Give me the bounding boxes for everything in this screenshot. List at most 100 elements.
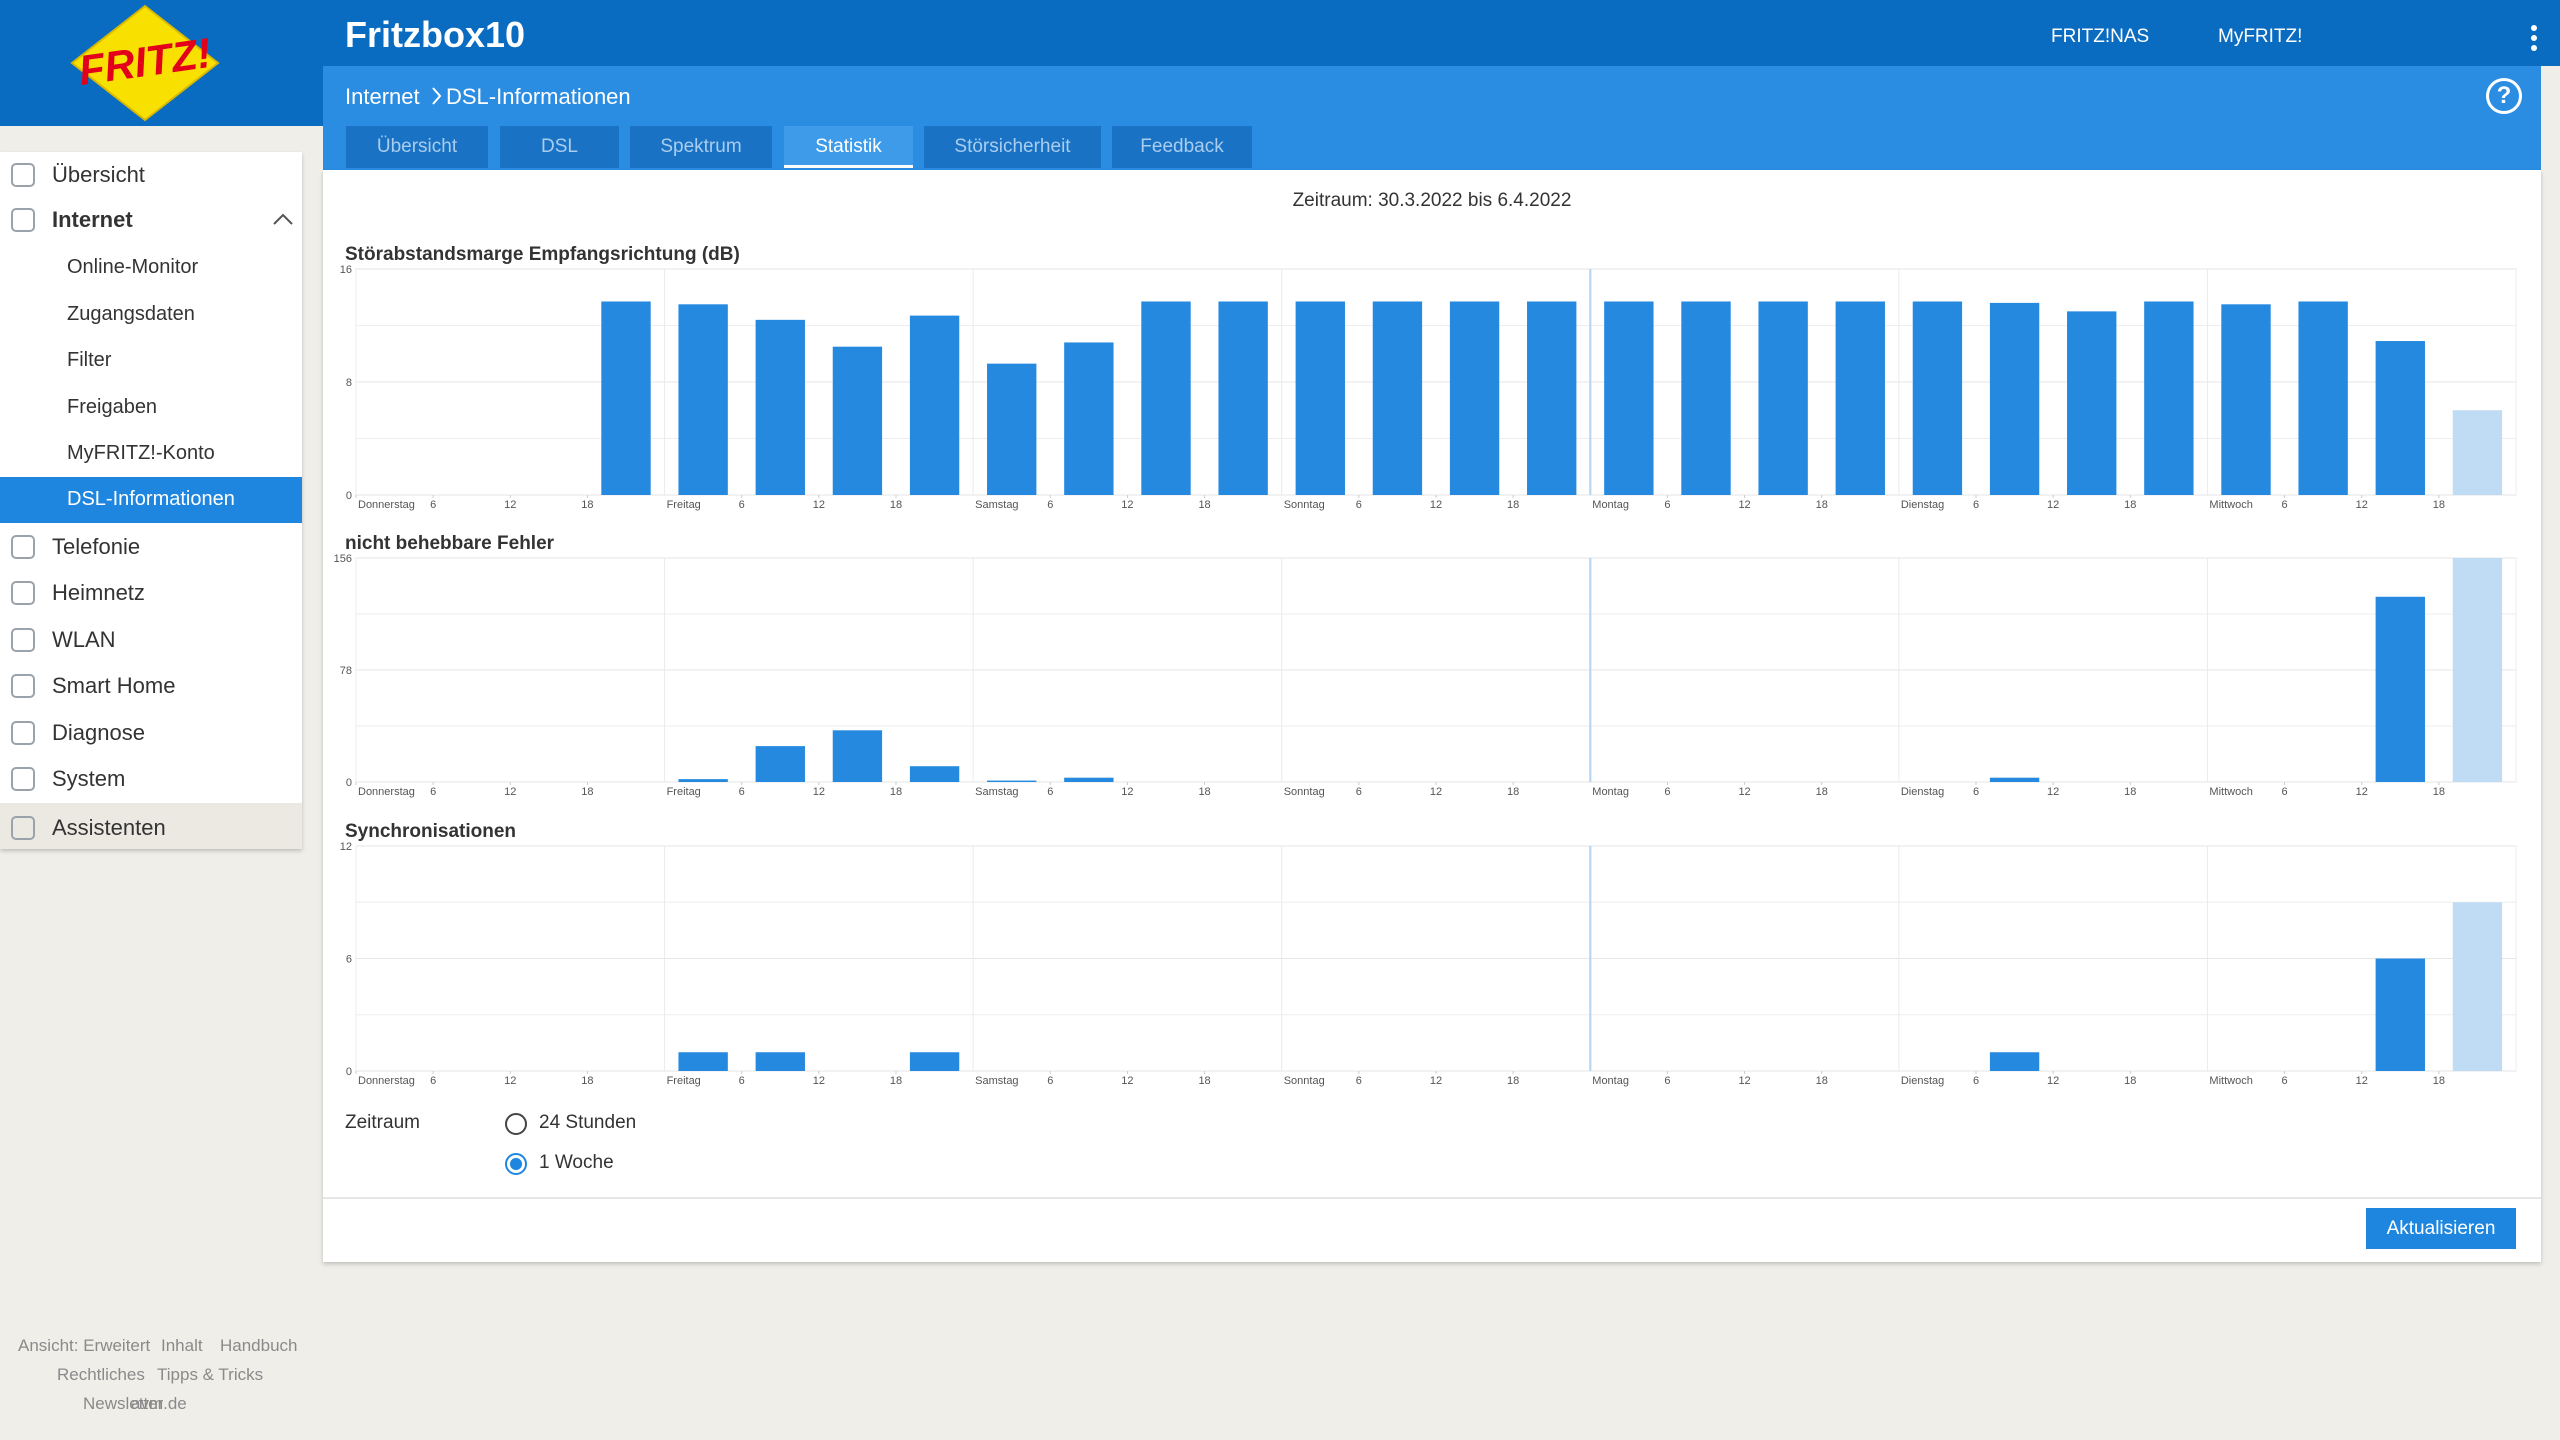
x-day-label: Samstag [975,499,1018,511]
x-tick-label: 6 [1047,1075,1053,1087]
form-label: Zeitraum [345,1112,420,1133]
header-bar [0,0,2560,66]
sidebar-active-bg [0,477,302,523]
x-tick-label: 6 [1356,786,1362,798]
x-tick-label: 6 [430,786,436,798]
sidebar-footer-bg [0,803,302,849]
sidebar-item[interactable]: System [52,766,126,791]
radio-label[interactable]: 1 Woche [539,1152,614,1173]
x-tick-label: 12 [1121,499,1133,511]
bar [601,301,651,495]
bar [987,363,1037,495]
tab[interactable]: Störsicherheit [924,126,1101,168]
x-day-label: Dienstag [1901,786,1944,798]
x-day-label: Donnerstag [358,1075,415,1087]
x-tick-label: 18 [1198,786,1210,798]
bar [2221,304,2271,495]
bar [1064,342,1114,495]
tab[interactable]: Spektrum [630,126,772,168]
sidebar-subitem-active[interactable]: DSL-Informationen [67,488,235,510]
tab[interactable]: Feedback [1112,126,1252,168]
bar [909,1052,960,1071]
sidebar-item[interactable]: Internet [52,207,133,232]
x-tick-label: 18 [1198,499,1210,511]
sidebar-subitem[interactable]: Online-Monitor [67,256,199,278]
x-tick-label: 12 [1121,786,1133,798]
x-tick-label: 18 [890,786,902,798]
y-tick-label: 0 [346,777,352,789]
x-tick-label: 18 [1507,1075,1519,1087]
chart-title: nicht behebbare Fehler [345,533,555,554]
x-tick-label: 18 [1198,1075,1210,1087]
x-day-label: Dienstag [1901,1075,1944,1087]
x-tick-label: 12 [504,499,516,511]
breadcrumb-item[interactable]: Internet [345,84,420,109]
sidebar-icon [11,816,35,840]
y-tick-label: 156 [334,553,352,565]
x-tick-label: 6 [430,499,436,511]
bar [987,780,1037,782]
x-tick-label: 6 [2282,499,2288,511]
sidebar-item[interactable]: Heimnetz [52,580,145,605]
sidebar-subitem[interactable]: Zugangsdaten [67,303,195,325]
bar [755,1052,805,1071]
sidebar-item[interactable]: Telefonie [52,534,141,559]
help-icon[interactable]: ? [2486,78,2522,114]
sidebar-item[interactable]: Diagnose [52,720,145,745]
breadcrumb-chevron [432,87,442,105]
tab[interactable]: DSL [500,126,619,168]
sidebar-item[interactable]: Smart Home [52,673,176,698]
bar [909,315,960,495]
x-tick-label: 18 [1816,1075,1828,1087]
update-button[interactable]: Aktualisieren [2366,1208,2516,1249]
x-tick-label: 6 [1664,499,1670,511]
x-tick-label: 18 [890,499,902,511]
header-link[interactable]: MyFRITZ! [2218,26,2303,47]
bar [2452,902,2503,1071]
header-link[interactable]: FRITZ!NAS [2051,26,2150,47]
x-tick-label: 6 [739,499,745,511]
x-tick-label: 6 [2282,786,2288,798]
footer-link[interactable]: Newsletter [83,1394,164,1413]
x-tick-label: 12 [1738,499,1750,511]
y-tick-label: 8 [346,377,352,389]
radio[interactable] [505,1113,527,1135]
footer-link[interactable]: Rechtliches [57,1365,145,1384]
sidebar-subitem[interactable]: MyFRITZ!-Konto [67,442,215,464]
chart-title: Synchronisationen [345,821,516,842]
x-tick-label: 6 [1664,786,1670,798]
sidebar-item[interactable]: Übersicht [52,162,145,187]
footer-link[interactable]: Handbuch [220,1336,298,1355]
x-tick-label: 12 [504,786,516,798]
x-tick-label: 6 [1356,499,1362,511]
sidebar-subitem[interactable]: Filter [67,349,112,371]
logo-diamond [70,4,220,122]
x-tick-label: 12 [2356,786,2368,798]
sidebar-icon [11,535,35,559]
footer-link[interactable]: Tipps & Tricks [157,1365,264,1384]
bar [1989,777,2040,782]
collapse-chevron[interactable] [272,212,294,226]
tab[interactable]: Übersicht [346,126,488,168]
x-tick-label: 12 [1738,1075,1750,1087]
footer-link[interactable]: Inhalt [161,1336,203,1355]
x-tick-label: 6 [430,1075,436,1087]
footer-link[interactable]: avm.de [131,1394,187,1413]
kebab-menu[interactable] [2528,24,2540,54]
sidebar-item[interactable]: Assistenten [52,815,166,840]
sidebar-item[interactable]: WLAN [52,627,116,652]
x-tick-label: 18 [581,499,593,511]
radio-label[interactable]: 24 Stunden [539,1112,637,1133]
bar [1449,301,1500,495]
tab-active[interactable]: Statistik [784,126,913,168]
bar [2375,341,2425,495]
y-tick-label: 16 [340,264,352,276]
radio[interactable] [505,1153,527,1175]
bar [832,730,883,782]
x-day-label: Donnerstag [358,786,415,798]
x-day-label: Mittwoch [2209,786,2252,798]
sidebar-subitem[interactable]: Freigaben [67,396,158,418]
footer-link[interactable]: Ansicht: Erweitert [18,1336,151,1355]
bar [909,766,960,782]
x-tick-label: 6 [1047,499,1053,511]
